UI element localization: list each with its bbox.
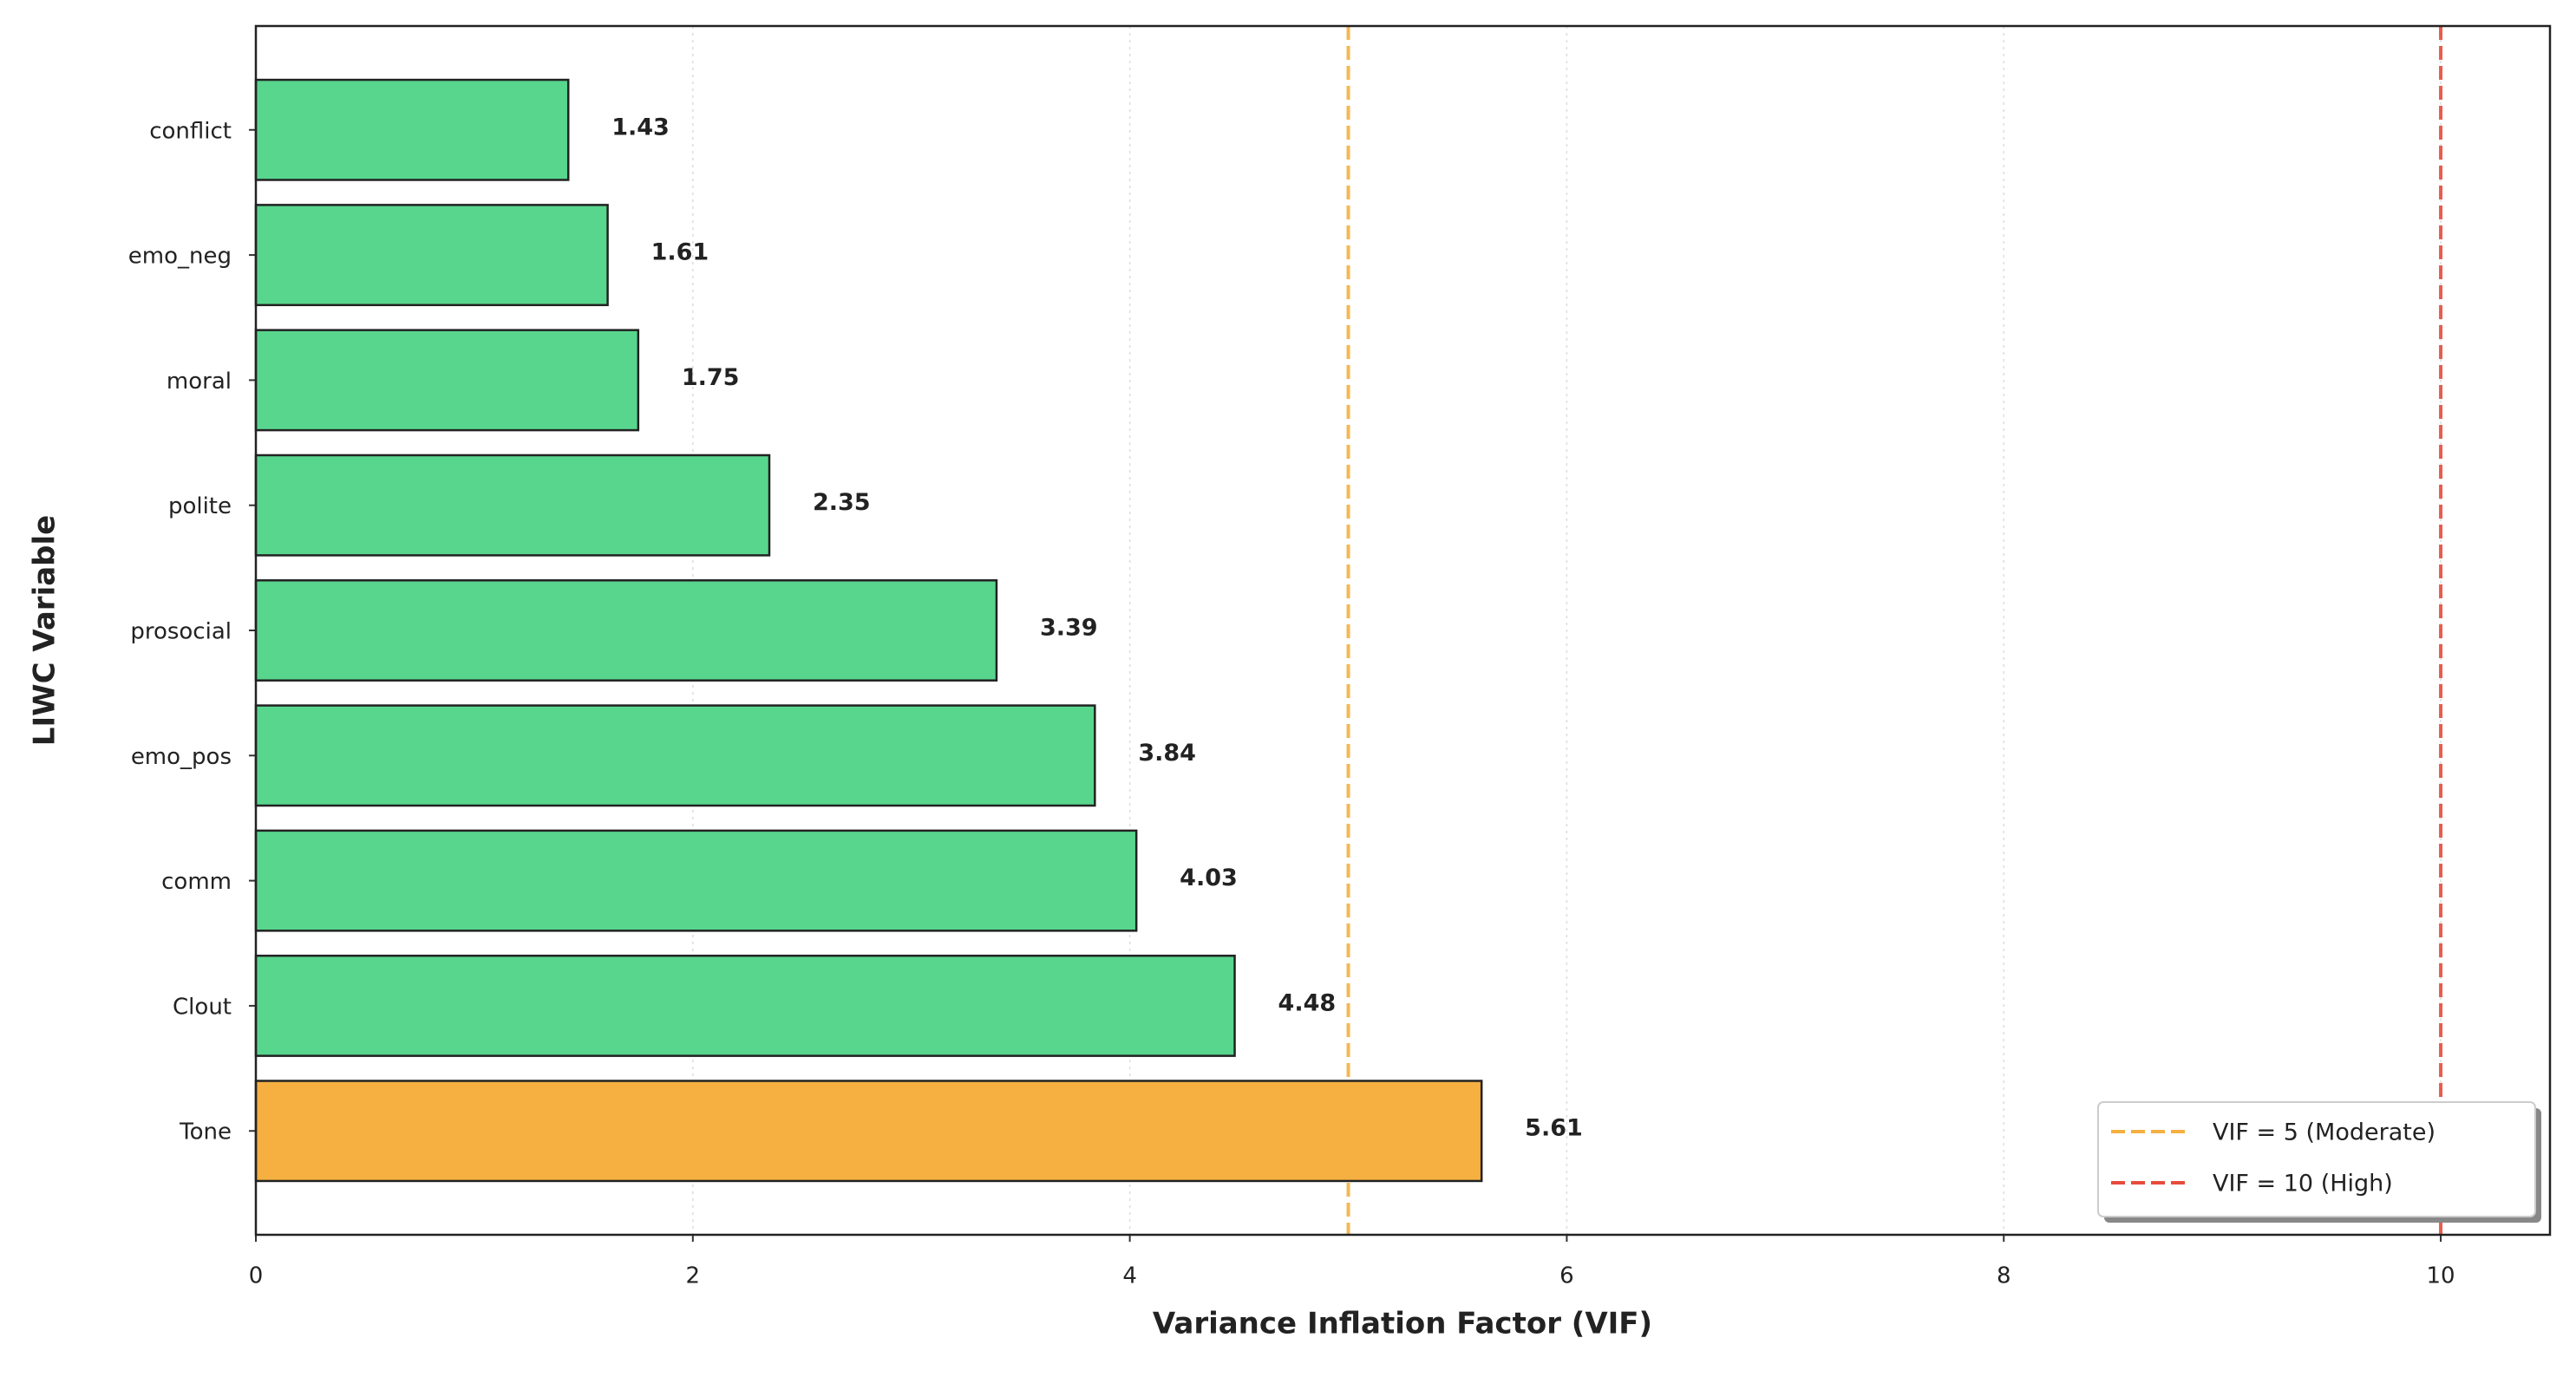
bar	[254, 78, 570, 181]
bar	[254, 579, 998, 682]
value-label: 3.39	[1040, 615, 1098, 642]
bar	[254, 1080, 1483, 1183]
x-tick-label: 2	[686, 1263, 701, 1289]
y-tick-label: comm	[161, 869, 232, 895]
value-label: 3.84	[1138, 740, 1196, 767]
value-label: 1.43	[611, 114, 670, 140]
x-tick-label: 10	[2427, 1263, 2455, 1289]
bar	[254, 454, 771, 557]
bar	[254, 204, 609, 307]
bar	[254, 954, 1236, 1057]
y-tick-label: Clout	[173, 994, 232, 1020]
y-tick-label: polite	[168, 493, 232, 519]
y-tick-label: Tone	[179, 1119, 232, 1145]
bar	[254, 829, 1138, 932]
value-label: 1.75	[682, 364, 740, 391]
x-axis-title: Variance Inflation Factor (VIF)	[1153, 1307, 1652, 1341]
bar	[254, 329, 640, 432]
legend: VIF = 5 (Moderate) VIF = 10 (High)	[2097, 1101, 2541, 1223]
value-label: 4.03	[1180, 865, 1238, 891]
value-label: 5.61	[1525, 1115, 1583, 1142]
y-tick-label: conflict	[149, 118, 232, 144]
y-tick-label: emo_pos	[131, 744, 232, 770]
y-tick-label: emo_neg	[128, 244, 232, 270]
y-tick-label: prosocial	[130, 619, 232, 645]
x-tick-label: 8	[1997, 1263, 2011, 1289]
value-label: 4.48	[1278, 989, 1337, 1016]
value-label: 1.61	[651, 239, 709, 266]
value-label: 2.35	[813, 489, 871, 516]
bar	[254, 704, 1096, 807]
x-tick-label: 6	[1559, 1263, 1574, 1289]
legend-box	[2097, 1101, 2536, 1217]
plot-frame	[254, 24, 2552, 1237]
y-tick-label: moral	[167, 369, 232, 395]
x-tick-label: 0	[249, 1263, 264, 1289]
legend-label: VIF = 5 (Moderate)	[2213, 1119, 2435, 1146]
x-tick-label: 4	[1122, 1263, 1137, 1289]
legend-label: VIF = 10 (High)	[2213, 1171, 2393, 1198]
y-axis-title: LIWC Variable	[28, 515, 62, 746]
